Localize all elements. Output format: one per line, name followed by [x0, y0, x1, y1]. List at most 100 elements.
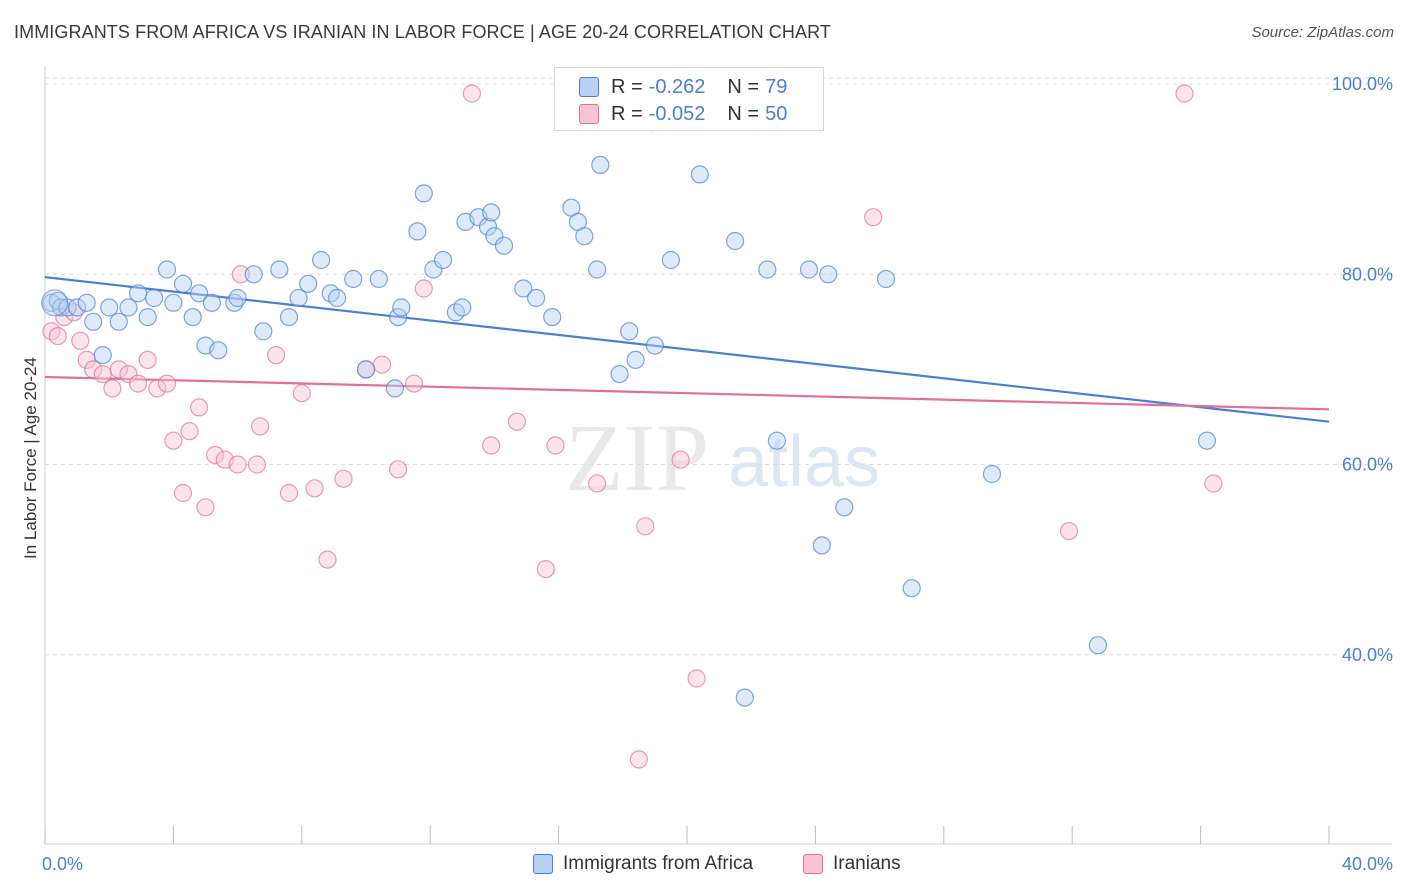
point-iranians	[84, 360, 103, 379]
point-iranians	[546, 436, 565, 455]
point-africa	[138, 308, 157, 327]
y-tick-label: 100.0%	[1332, 74, 1393, 94]
point-africa	[228, 288, 247, 308]
point-iranians	[247, 455, 266, 474]
point-africa	[183, 308, 202, 327]
point-africa	[67, 298, 87, 317]
point-africa	[408, 222, 427, 241]
point-africa	[690, 165, 709, 184]
point-africa	[433, 250, 453, 270]
watermark-zip: ZIP	[565, 404, 709, 511]
point-africa	[164, 293, 183, 312]
point-iranians	[587, 474, 607, 493]
bottom-legend-iranians: Iranians	[803, 852, 901, 876]
y-tick-label: 40.0%	[1342, 645, 1393, 665]
legend-n-value: 79	[765, 75, 788, 98]
point-iranians	[103, 379, 122, 398]
point-africa	[356, 360, 376, 379]
point-iranians	[71, 331, 90, 350]
point-iranians	[414, 279, 433, 298]
point-africa	[190, 284, 209, 303]
point-africa	[645, 336, 665, 355]
tick-labels: 40.0% 60.0% 80.0% 100.0% 0.0% 40.0%	[42, 74, 1393, 874]
point-iranians	[687, 669, 706, 688]
x-tick-label: 0.0%	[42, 854, 83, 874]
point-africa	[225, 293, 244, 312]
legend-r-value: -0.262	[648, 75, 706, 98]
legend-r-value: -0.052	[648, 102, 706, 125]
point-iranians	[629, 750, 649, 769]
point-africa	[735, 688, 754, 707]
point-iranians	[55, 308, 74, 327]
point-iranians	[1059, 521, 1079, 541]
point-africa	[835, 498, 854, 517]
point-africa	[661, 250, 681, 270]
point-africa	[494, 236, 514, 255]
trend-line-iranians	[44, 375, 1330, 411]
legend-swatch-iranians	[579, 104, 599, 124]
legend-swatch-africa	[579, 77, 599, 97]
point-iranians	[196, 498, 215, 517]
point-africa	[812, 536, 831, 555]
point-africa	[109, 312, 128, 331]
point-africa	[1197, 431, 1217, 450]
point-iranians	[507, 412, 527, 431]
point-iranians	[206, 445, 225, 465]
point-iranians	[482, 436, 501, 455]
point-iranians	[228, 455, 247, 474]
point-iranians	[180, 422, 199, 441]
bottom-legend-africa: Immigrants from Africa	[533, 852, 753, 876]
point-africa	[279, 308, 299, 327]
point-africa	[385, 379, 404, 398]
point-iranians	[305, 479, 324, 498]
point-iranians	[536, 559, 555, 579]
bottom-legend-swatch-africa	[533, 854, 553, 874]
watermark: ZIP atlas	[565, 404, 880, 511]
point-africa	[129, 284, 148, 303]
point-africa	[392, 298, 411, 317]
point-africa	[119, 298, 138, 317]
point-iranians	[93, 365, 112, 384]
stats-legend: R = -0.262 N = 79 R = -0.052 N = 50	[554, 67, 824, 131]
point-iranians	[48, 327, 67, 346]
point-africa	[51, 298, 71, 317]
point-africa	[982, 464, 1002, 484]
legend-r-label: R =	[611, 75, 643, 98]
legend-n-label: N =	[727, 75, 760, 98]
point-iranians	[318, 550, 337, 569]
point-africa	[758, 260, 777, 279]
point-africa	[876, 269, 896, 289]
point-africa	[145, 288, 164, 308]
point-iranians	[267, 346, 286, 365]
point-africa	[610, 365, 629, 384]
point-iranians	[292, 384, 311, 403]
point-iranians	[119, 365, 138, 384]
point-africa	[84, 312, 103, 331]
point-africa	[344, 269, 363, 289]
point-iranians	[148, 379, 167, 398]
point-africa	[414, 184, 433, 203]
point-africa	[77, 293, 96, 312]
point-iranians	[334, 469, 353, 488]
point-africa	[587, 260, 607, 279]
point-africa	[819, 265, 838, 284]
point-iranians	[671, 450, 690, 469]
point-africa	[485, 227, 504, 246]
legend-r-label: R =	[611, 102, 643, 125]
point-iranians	[279, 483, 299, 503]
trend-line-africa	[44, 276, 1330, 423]
point-africa	[799, 260, 819, 279]
legend-n-value: 50	[765, 102, 788, 125]
point-africa	[244, 265, 263, 284]
point-africa	[1088, 636, 1108, 655]
y-axis-label: In Labor Force | Age 20-24	[21, 357, 40, 559]
point-iranians	[173, 483, 193, 503]
point-africa	[289, 288, 308, 308]
point-africa	[478, 217, 498, 236]
point-africa	[482, 203, 501, 222]
point-africa	[591, 155, 610, 174]
watermark-atlas: atlas	[728, 422, 880, 502]
bottom-legend-swatch-iranians	[803, 854, 823, 874]
point-africa	[254, 322, 273, 341]
